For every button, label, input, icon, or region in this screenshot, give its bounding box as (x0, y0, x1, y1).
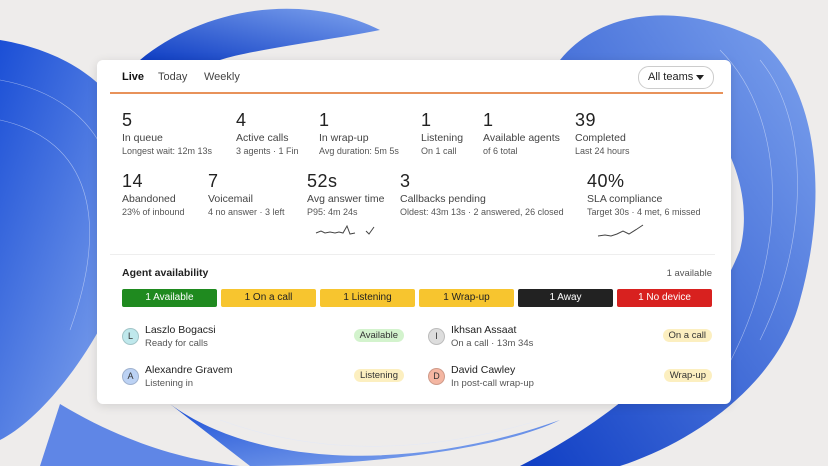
summary: 1 available (666, 268, 712, 279)
stat-detail: 4 no answer · 3 left (208, 207, 285, 217)
agent-detail: On a call · 13m 34s (451, 338, 534, 349)
stat-detail: of 6 total (483, 146, 518, 156)
stat-label: Available agents (483, 132, 560, 144)
stat-value: 40% (587, 171, 625, 191)
stat-value: 1 (319, 110, 330, 130)
status-badge: Available (353, 329, 404, 342)
status-segment: 1 Listening (320, 289, 415, 307)
stat-detail: Last 24 hours (575, 146, 630, 156)
agent-name: David Cawley (451, 364, 516, 376)
status-segment: 1 Wrap-up (419, 289, 514, 307)
status-segment: 1 No device (617, 289, 712, 307)
tab[interactable]: Today (158, 71, 188, 83)
status-segment: 1 Away (518, 289, 613, 307)
stat-value: 39 (575, 110, 597, 130)
stat-detail: Avg duration: 5m 5s (319, 146, 399, 156)
avatar: D (428, 368, 445, 385)
status-badge: On a call (662, 329, 712, 342)
sparkline (597, 224, 644, 237)
tab[interactable]: Weekly (204, 71, 240, 83)
stat-detail: 23% of inbound (122, 207, 185, 217)
stat-label: Voicemail (208, 193, 253, 205)
dashboard-card: Live Today Weekly All teams Agent availa… (97, 60, 731, 404)
stat-label: In queue (122, 132, 163, 144)
stat-value: 3 (400, 171, 411, 191)
stat-value: 1 (421, 110, 432, 130)
divider (110, 254, 715, 255)
agent-name: Alexandre Gravem (145, 364, 233, 376)
stat-detail: P95: 4m 24s (307, 207, 358, 217)
stat-detail: Target 30s · 4 met, 6 missed (587, 207, 701, 217)
status-badge: Wrap-up (663, 369, 712, 382)
stat-label: Callbacks pending (400, 193, 486, 205)
agent-name: Laszlo Bogacsi (145, 324, 216, 336)
stat-detail: On 1 call (421, 146, 457, 156)
team-dropdown[interactable]: All teams (638, 66, 714, 89)
stat-label: SLA compliance (587, 193, 663, 205)
stat-detail: Oldest: 43m 13s · 2 answered, 26 closed (400, 207, 564, 217)
stat-value: 1 (483, 110, 494, 130)
tab[interactable]: Live (122, 71, 145, 83)
avatar: L (122, 328, 139, 345)
status-segment: 1 On a call (221, 289, 316, 307)
agent-detail: In post-call wrap-up (451, 378, 534, 389)
section-title: Agent availability (122, 267, 209, 279)
avatar: A (122, 368, 139, 385)
tab-underline (110, 92, 723, 94)
agent-detail: Ready for calls (145, 338, 208, 349)
stat-detail: Longest wait: 12m 13s (122, 146, 213, 156)
stat-value: 4 (236, 110, 247, 130)
stat-label: Avg answer time (307, 193, 385, 205)
stat-label: Active calls (236, 132, 289, 144)
stat-detail: 3 agents · 1 Fin (236, 146, 299, 156)
stat-value: 5 (122, 110, 133, 130)
stat-label: Abandoned (122, 193, 176, 205)
agent-detail: Listening in (145, 378, 194, 389)
stat-label: In wrap-up (319, 132, 369, 144)
sparkline (315, 224, 375, 235)
avatar: I (428, 328, 445, 345)
stat-value: 7 (208, 171, 219, 191)
status-segment: 1 Available (122, 289, 217, 307)
stat-label: Listening (421, 132, 464, 144)
status-badge: Listening (353, 369, 404, 382)
stat-value: 52s (307, 171, 338, 191)
stat-value: 14 (122, 171, 144, 191)
stat-label: Completed (575, 132, 626, 144)
agent-name: Ikhsan Assaat (451, 324, 517, 336)
